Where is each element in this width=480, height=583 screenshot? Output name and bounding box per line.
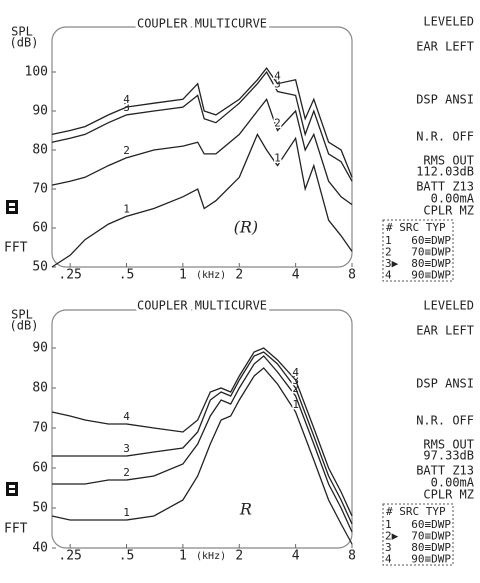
x-tick-label: 2 [235, 268, 243, 283]
battery-label: BATT Z13 [416, 464, 474, 478]
source-row-index: 3▶ [385, 257, 399, 270]
curve-label: 4 [123, 410, 130, 423]
x-tick-label: 1 [179, 268, 187, 283]
x-tick-label: 8 [348, 268, 356, 283]
fft-label: FFT [4, 241, 28, 256]
x-tick-label: 2 [235, 549, 243, 564]
x-tick-label: 4 [292, 549, 300, 564]
coupler-label: CPLR MZ [423, 204, 474, 218]
ear-label: EAR LEFT [416, 324, 474, 338]
curve-label: 1 [292, 398, 299, 411]
y-tick-label: 60 [32, 221, 48, 236]
plot-frame [51, 309, 353, 549]
y-axis-unit: (dB) [10, 319, 39, 333]
chart-title: COUPLER MULTICURVE [137, 17, 267, 31]
source-row-value: 80≡DWP [411, 541, 451, 554]
curve [51, 347, 353, 517]
x-axis-label: (kHz) [196, 551, 226, 562]
rms-label: RMS OUT [423, 154, 474, 168]
y-tick-label: 90 [32, 341, 48, 356]
curve-label: 1 [123, 202, 130, 215]
source-row-index: 4 [385, 269, 392, 282]
x-tick-label: .25 [58, 268, 81, 283]
curve [51, 70, 353, 182]
source-row-index: 2▶ [385, 530, 399, 543]
battery-label: BATT Z13 [416, 180, 474, 194]
source-row-value: 70≡DWP [411, 530, 451, 543]
y-axis-label: SPL [11, 25, 33, 39]
x-tick-label: 4 [292, 268, 300, 283]
y-tick-label: 60 [32, 461, 48, 476]
curve [52, 351, 353, 525]
y-axis-unit: (dB) [10, 36, 39, 50]
y-tick-label: 80 [32, 143, 48, 158]
x-axis-label: (kHz) [196, 270, 226, 281]
source-row-index: 2 [385, 246, 392, 259]
y-tick-label: 40 [32, 541, 48, 556]
curve [51, 97, 353, 206]
y-tick-label: 100 [25, 65, 48, 80]
y-tick-label: 50 [32, 501, 48, 516]
source-row-index: 1 [385, 234, 392, 247]
x-tick-label: .5 [119, 549, 135, 564]
x-tick-label: 1 [179, 549, 187, 564]
fft-icon [6, 482, 18, 496]
source-table-frame [382, 503, 454, 566]
x-tick-label: .5 [119, 268, 135, 283]
coupler-label: CPLR MZ [423, 488, 474, 502]
source-row-value: 80≡DWP [411, 257, 451, 270]
curve-label: 2 [123, 144, 130, 157]
current-value: 0.00mA [431, 476, 475, 490]
x-tick-label: .25 [58, 549, 81, 564]
source-table-header: # SRC TYP [386, 505, 446, 518]
y-tick-label: 70 [32, 182, 48, 197]
curve [52, 355, 353, 533]
source-row-value: 90≡DWP [411, 269, 451, 282]
y-tick-label: 80 [32, 381, 48, 396]
curve [51, 132, 353, 268]
source-row-index: 3 [385, 541, 392, 554]
rms-label: RMS OUT [423, 438, 474, 452]
y-axis-label: SPL [11, 308, 33, 322]
y-tick-label: 50 [32, 260, 48, 275]
source-row-value: 70≡DWP [411, 246, 451, 259]
source-row-value: 60≡DWP [411, 518, 451, 531]
curve-label: 2 [123, 466, 130, 479]
nr-label: N.R. OFF [416, 414, 474, 428]
dsp-label: DSP ANSI [416, 93, 474, 107]
nr-label: N.R. OFF [416, 130, 474, 144]
curve-label: 4 [274, 70, 281, 83]
source-row-index: 1 [385, 518, 392, 531]
annotation: R [239, 500, 252, 519]
y-tick-label: 90 [32, 104, 48, 119]
curve-label: 4 [292, 366, 299, 379]
source-row-value: 90≡DWP [411, 553, 451, 566]
curve [51, 367, 353, 545]
source-table-header: # SRC TYP [386, 221, 446, 234]
x-tick-label: 8 [348, 549, 356, 564]
y-tick-label: 70 [32, 421, 48, 436]
curve-label: 3 [123, 442, 130, 455]
dsp-label: DSP ANSI [416, 377, 474, 391]
ear-label: EAR LEFT [416, 40, 474, 54]
mode-label: LEVELED [423, 299, 474, 313]
plot-frame [51, 26, 353, 268]
source-table-frame [382, 219, 454, 282]
current-value: 0.00mA [431, 192, 475, 206]
fft-label: FFT [4, 522, 28, 537]
curve [51, 67, 353, 178]
rms-value: 97.33dB [423, 449, 474, 463]
fft-icon [6, 200, 18, 214]
chart-title: COUPLER MULTICURVE [137, 299, 267, 313]
mode-label: LEVELED [423, 15, 474, 29]
curve-label: 1 [123, 506, 130, 519]
curve-label: 2 [274, 117, 281, 130]
source-row-index: 4 [385, 553, 392, 566]
curve-label: 4 [123, 93, 130, 106]
curve-label: 1 [274, 152, 281, 165]
annotation: (R) [234, 218, 259, 237]
source-row-value: 60≡DWP [411, 234, 451, 247]
rms-value: 112.03dB [416, 165, 474, 179]
